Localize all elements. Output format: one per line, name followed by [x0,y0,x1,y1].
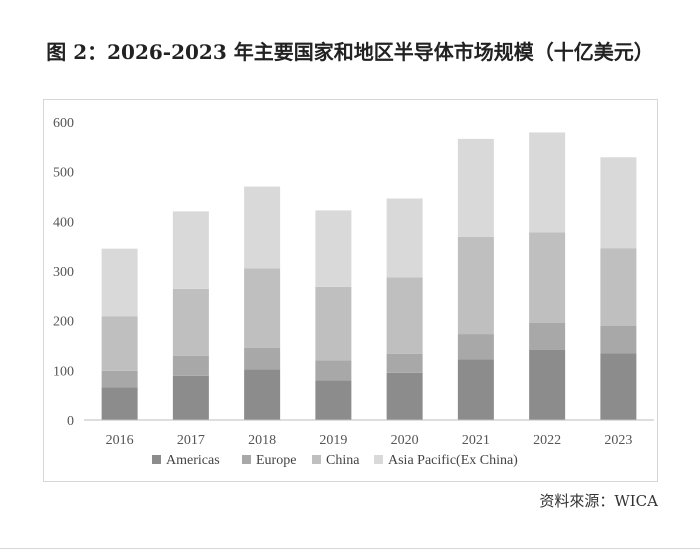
bar-segment [457,359,494,420]
chart-title: 图 2：2026-2023 年主要国家和地区半导体市场规模（十亿美元） [46,40,654,64]
x-tick-label: 2022 [533,433,561,448]
bar-segment [529,349,566,420]
x-tick-label: 2021 [462,433,490,448]
x-tick-label: 2016 [106,433,134,448]
legend-label: Asia Pacific(Ex China) [388,453,518,468]
bar-segment [101,387,138,420]
bar-segment [315,360,352,381]
y-tick-label: 500 [53,166,74,181]
legend: Americas Europe China Asia Pacific(Ex China… [152,453,518,468]
bar-segment [172,211,209,289]
bar-segment [457,138,494,237]
x-tick-label: 2019 [319,433,347,448]
legend-swatch [312,455,321,464]
legend-swatch [152,455,161,464]
legend-swatch [242,455,251,464]
bar-segment [386,198,423,278]
bar-segment [386,277,423,354]
x-tick-label: 2020 [391,433,419,448]
y-tick-label: 600 [53,116,74,131]
bar-segment [386,372,423,420]
bar-segment [315,380,352,420]
y-tick-label: 300 [53,265,74,280]
y-tick-label: 100 [53,364,74,379]
x-tick-label: 2017 [177,433,205,448]
bottom-divider [0,548,700,549]
y-axis-ticks: 0 100 200 300 400 500 600 [53,116,74,429]
bar-segment [172,375,209,420]
bar-segment [600,157,637,249]
x-tick-label: 2023 [604,433,632,448]
x-axis-ticks: 2016 2017 2018 2019 2020 2021 2022 2023 [106,433,633,448]
bar-segment [101,316,138,371]
bar-segment [244,268,281,348]
stacked-bar-chart: 0 100 200 300 400 500 600 2016 2017 2018 2019 2020… [53,116,654,468]
bar-segment [101,248,138,317]
legend-label: China [326,453,360,468]
bar-segment [101,370,138,388]
bar-segment [172,355,209,376]
legend-swatch [374,455,383,464]
bar-segment [244,369,281,420]
bar-segment [600,325,637,354]
bar-segment [315,286,352,361]
bars [101,132,637,420]
bar-segment [244,347,281,370]
bar-segment [600,353,637,420]
bar-segment [172,288,209,356]
bar-segment [529,132,566,233]
bar-segment [600,248,637,326]
y-tick-label: 400 [53,215,74,230]
bar-segment [457,334,494,360]
chart-frame: 0 100 200 300 400 500 600 2016 2017 2018 2019 2020… [43,99,658,482]
y-tick-label: 0 [67,414,74,429]
bar-segment [244,186,281,269]
bar-segment [529,322,566,350]
bar-segment [386,353,423,373]
legend-label: Americas [166,453,220,468]
bar-segment [457,236,494,335]
y-tick-label: 200 [53,315,74,330]
legend-label: Europe [256,453,296,468]
bar-segment [529,232,566,323]
source-note: 资料來源：WICA [539,492,658,510]
bar-segment [315,210,352,287]
x-tick-label: 2018 [248,433,276,448]
